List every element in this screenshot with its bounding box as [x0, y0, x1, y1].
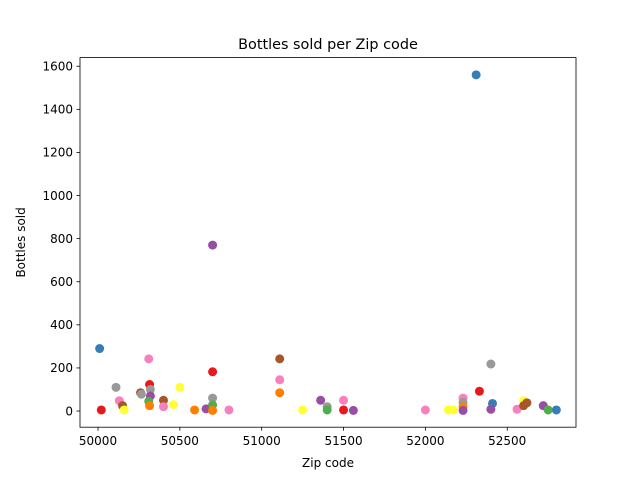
data-point-30: [316, 395, 326, 405]
y-tick-label: 1600: [42, 60, 73, 74]
data-point-25: [224, 405, 234, 415]
y-axis-label: Bottles sold: [14, 207, 28, 277]
data-point-48: [512, 404, 522, 414]
data-point-17: [175, 382, 185, 392]
data-point-45: [486, 359, 496, 369]
data-point-8: [144, 354, 154, 364]
data-point-27: [275, 375, 285, 385]
data-point-5: [119, 405, 129, 415]
data-point-53: [543, 405, 553, 415]
data-point-7: [136, 389, 146, 399]
data-point-36: [420, 405, 430, 415]
x-tick-label: 51500: [324, 434, 362, 448]
x-tick-label: 52000: [406, 434, 444, 448]
data-point-38: [448, 405, 458, 415]
data-point-21: [208, 367, 218, 377]
chart-title: Bottles sold per Zip code: [238, 37, 418, 53]
data-point-20: [208, 240, 218, 250]
data-point-15: [158, 402, 168, 412]
y-tick-label: 1400: [42, 103, 73, 117]
data-point-51: [519, 401, 529, 411]
data-point-47: [486, 404, 496, 414]
y-axis-ticks: 0 200 400 600 800 1000 1200 1400 1600: [42, 60, 80, 418]
data-point-2: [111, 382, 121, 392]
data-point-1: [96, 405, 106, 415]
data-point-10: [145, 384, 155, 394]
data-point-14: [158, 395, 168, 405]
data-point-42: [458, 405, 468, 415]
y-tick-label: 200: [50, 361, 73, 375]
y-tick-label: 600: [50, 275, 73, 289]
data-point-28: [275, 388, 285, 398]
x-tick-label: 50000: [79, 434, 117, 448]
data-point-13: [145, 401, 155, 411]
data-point-32: [322, 405, 332, 415]
data-point-26: [275, 354, 285, 364]
data-point-18: [190, 405, 200, 415]
data-point-0: [95, 344, 105, 354]
y-tick-label: 1000: [42, 189, 73, 203]
y-tick-label: 400: [50, 318, 73, 332]
data-point-16: [168, 400, 178, 410]
y-tick-label: 1200: [42, 146, 73, 160]
plot-frame: [79, 57, 577, 428]
data-point-35: [348, 405, 358, 415]
data-point-33: [339, 395, 349, 405]
x-axis-ticks: 50000 50500 51000 51500 52000 52500: [79, 427, 526, 448]
data-point-54: [551, 405, 561, 415]
y-tick-label: 800: [50, 232, 73, 246]
data-point-24: [208, 405, 218, 415]
x-tick-label: 50500: [161, 434, 199, 448]
data-point-22: [208, 393, 218, 403]
y-tick-label: 0: [65, 404, 73, 418]
x-tick-label: 52500: [488, 434, 526, 448]
data-point-34: [339, 405, 349, 415]
x-tick-label: 51000: [243, 434, 281, 448]
x-axis-label: Zip code: [302, 456, 354, 470]
data-point-43: [471, 70, 481, 80]
data-point-29: [298, 405, 308, 415]
data-point-44: [474, 386, 484, 396]
points-layer: [95, 70, 561, 415]
